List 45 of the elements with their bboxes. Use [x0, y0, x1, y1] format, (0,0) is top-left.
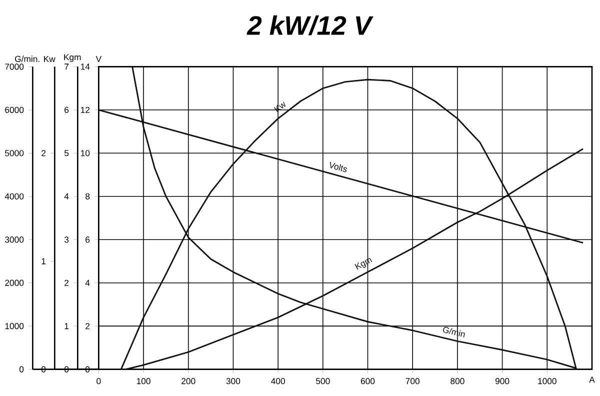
- y2-tick-label: 6: [64, 106, 69, 113]
- y-tick-label: 4: [85, 280, 90, 286]
- y-tick-label: 2: [86, 323, 90, 330]
- y2-tick-label: 4: [64, 193, 69, 200]
- x-axis-title: A: [589, 376, 595, 383]
- x-tick-label: 500: [316, 378, 330, 384]
- y2-tick-label: 2: [64, 280, 69, 286]
- y-tick-label: 12: [80, 106, 90, 113]
- y2-tick-label: 5: [64, 150, 69, 156]
- y-tick-label: 3000: [5, 236, 24, 243]
- y3-axis-title: Kw: [44, 56, 56, 62]
- y-tick-label: 1000: [5, 323, 24, 330]
- y-axis-title: G/min.: [15, 56, 40, 62]
- x-tick-label: 200: [182, 378, 196, 384]
- text: Volts: [330, 162, 348, 172]
- y-axis-title: V: [96, 56, 102, 62]
- y-tick-label: 8: [86, 193, 90, 200]
- y2-tick-label: 3: [64, 236, 69, 243]
- x-tick-label: 900: [495, 378, 510, 384]
- y-tick-label: 0: [19, 366, 24, 372]
- x-tick-label: 0: [96, 378, 101, 384]
- x-tick-label: 1000: [538, 378, 556, 384]
- y-tick-label: 7000: [5, 64, 24, 70]
- y-tick-label: 6: [86, 236, 90, 243]
- y-tick-label: 10: [80, 150, 90, 156]
- text: G/min: [443, 326, 465, 338]
- y-tick-label: 14: [80, 64, 90, 70]
- y2-tick-label: 7: [64, 64, 69, 70]
- y2-tick-label: 1: [64, 323, 69, 330]
- x-tick-label: 700: [406, 378, 420, 384]
- y-tick-label: 5000: [5, 150, 24, 156]
- y-tick-label: 6000: [5, 106, 24, 113]
- x-tick-label: 400: [271, 378, 285, 384]
- y2-axis-title: Kgm: [64, 54, 81, 62]
- y-tick-label: 4000: [4, 193, 24, 200]
- x-tick-label: 100: [136, 378, 150, 384]
- x-tick-label: 300: [226, 378, 240, 384]
- chart-title: 2 kW/12 V: [246, 15, 374, 36]
- x-tick-label: 800: [450, 378, 464, 384]
- text: Kgm: [354, 258, 372, 270]
- y-tick-label: 2000: [5, 280, 24, 286]
- y3-tick-label: 2: [42, 150, 46, 156]
- y3-tick-label: 1: [42, 258, 46, 264]
- x-tick-label: 600: [360, 378, 375, 384]
- text: Kw: [274, 102, 286, 112]
